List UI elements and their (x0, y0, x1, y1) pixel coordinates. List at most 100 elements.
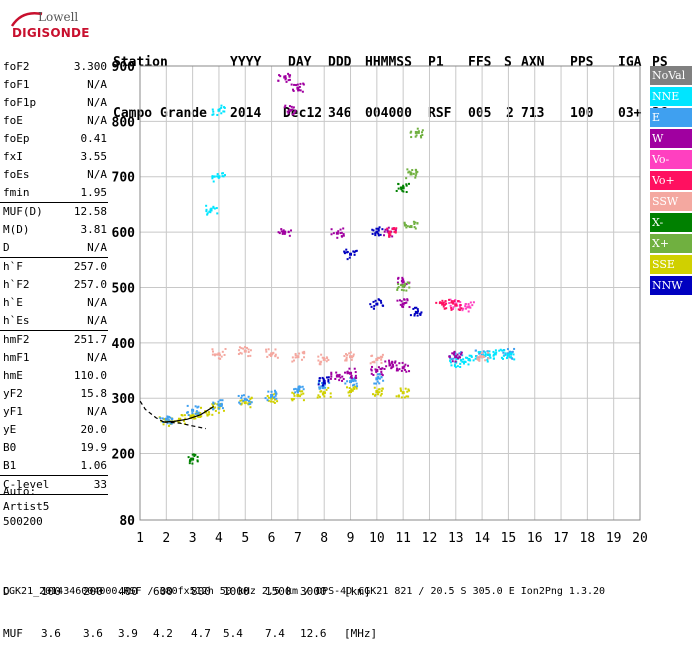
echo-dot (217, 357, 220, 360)
echo-dot (405, 177, 408, 180)
echo-dot (240, 347, 243, 350)
echo-dot (238, 349, 241, 352)
echo-dot (167, 415, 170, 418)
echo-dot (488, 354, 491, 357)
data-point-x- (401, 284, 405, 288)
echo-dot (488, 353, 491, 356)
x-tick-label: 16 (527, 531, 543, 546)
echo-dot (170, 418, 173, 421)
echo-dot (371, 393, 374, 396)
echo-dot (406, 390, 409, 393)
echo-dot (452, 357, 455, 360)
echo-dot (486, 360, 489, 363)
echo-dot (454, 366, 457, 369)
echo-dot (159, 417, 162, 420)
echo-dot (404, 387, 407, 390)
echo-dot (404, 282, 407, 285)
echo-dot (406, 299, 409, 302)
echo-dot (267, 399, 270, 402)
echo-dot (318, 363, 321, 366)
echo-dot (217, 109, 220, 112)
echo-dot (276, 356, 279, 359)
echo-dot (303, 350, 306, 353)
echo-dot (400, 288, 403, 291)
data-point-nne (493, 352, 497, 356)
echo-dot (339, 232, 342, 235)
echo-dot (403, 222, 406, 225)
echo-dot (213, 402, 216, 405)
echo-dot (238, 401, 241, 404)
echo-dot (384, 228, 387, 231)
echo-dot (374, 393, 377, 396)
param-row: C-level 33 (0, 476, 112, 494)
echo-dot (212, 180, 215, 183)
echo-dot (350, 376, 353, 379)
echo-dot (400, 396, 403, 399)
echo-dot (373, 382, 376, 385)
data-point-ssw (270, 352, 274, 356)
echo-dot (323, 395, 326, 398)
echo-dot (288, 78, 291, 81)
echo-dot (200, 415, 203, 418)
echo-dot (454, 360, 457, 363)
echo-dot (264, 397, 267, 400)
echo-dot (400, 188, 403, 191)
echo-dot (214, 409, 217, 412)
param-value: N/A (87, 405, 107, 418)
echo-dot (217, 411, 220, 414)
param-divider (0, 202, 108, 203)
echo-dot (409, 314, 412, 317)
echo-dot (219, 357, 222, 360)
echo-dot (283, 232, 286, 235)
echo-dot (373, 386, 376, 389)
echo-dot (403, 365, 406, 368)
echo-dot (457, 300, 460, 303)
echo-dot (383, 230, 386, 233)
echo-dot (291, 108, 294, 111)
echo-dot (345, 248, 348, 251)
echo-dot (223, 106, 226, 109)
echo-dot (376, 302, 379, 305)
echo-dot (510, 352, 513, 355)
echo-dot (273, 401, 276, 404)
echo-dot (216, 212, 219, 215)
param-value: N/A (87, 314, 107, 327)
param-row: h`F2 257.0 (0, 276, 112, 294)
legend-item-w: W (650, 129, 692, 148)
echo-dot (369, 303, 372, 306)
param-value: 33 (93, 478, 107, 491)
echo-dot (388, 235, 391, 238)
echo-dot (299, 386, 302, 389)
echo-dot (405, 184, 408, 187)
param-row: fxI 3.55 (0, 148, 112, 166)
echo-dot (205, 204, 208, 207)
echo-dot (459, 301, 462, 304)
echo-dot (218, 108, 221, 111)
echo-dot (450, 358, 453, 361)
echo-dot (320, 360, 323, 363)
x-tick-label: 12 (422, 531, 438, 546)
echo-dot (414, 227, 417, 230)
echo-dot (300, 393, 303, 396)
echo-dot (470, 355, 473, 358)
echo-dot (285, 80, 288, 83)
echo-dot (412, 220, 415, 223)
echo-dot (379, 373, 382, 376)
echo-dot (435, 301, 438, 304)
echo-dot (373, 304, 376, 307)
auto-line-3: 500200 (3, 515, 43, 528)
echo-dot (288, 105, 291, 108)
echo-dot (248, 403, 251, 406)
echo-dot (275, 392, 278, 395)
echo-dot (488, 350, 491, 353)
echo-dot (352, 380, 355, 383)
echo-dot (372, 229, 375, 232)
echo-dot (349, 252, 352, 255)
echo-dot (343, 251, 346, 254)
echo-dot (186, 404, 189, 407)
data-point-nne (506, 353, 510, 357)
echo-dot (293, 112, 296, 115)
echo-dot (196, 413, 199, 416)
echo-dot (404, 363, 407, 366)
echo-dot (380, 356, 383, 359)
